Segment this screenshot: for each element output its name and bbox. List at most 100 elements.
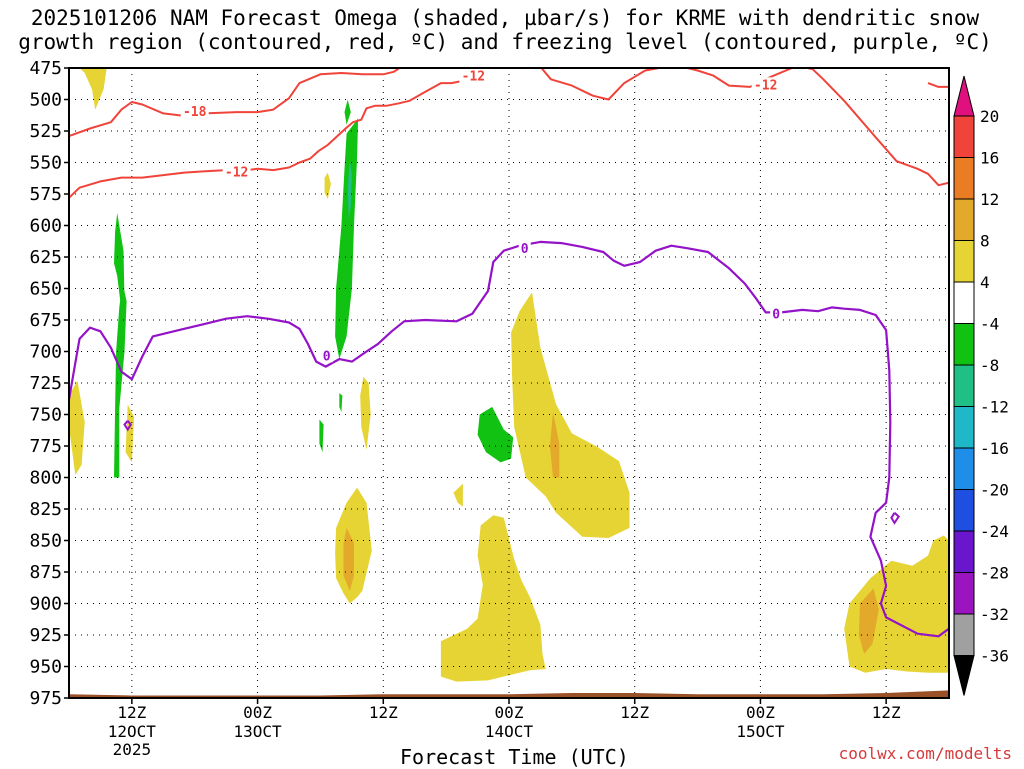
colorbar-segment bbox=[953, 447, 975, 490]
chart-title-line-1: 2025101206 NAM Forecast Omega (shaded, µ… bbox=[30, 6, 980, 30]
y-tick-label: 825 bbox=[29, 499, 62, 520]
omega-region bbox=[347, 160, 352, 220]
colorbar-label: -32 bbox=[980, 605, 1009, 624]
x-tick-label: 12Z bbox=[117, 703, 146, 722]
colorbar-segment bbox=[953, 613, 975, 656]
x-tick-date: 13OCT bbox=[233, 722, 282, 741]
x-tick-label: 00Z bbox=[243, 703, 272, 722]
chart-title: 2025101206 NAM Forecast Omega (shaded, µ… bbox=[0, 6, 1010, 54]
colorbar-label: 4 bbox=[980, 273, 990, 292]
colorbar-label: 20 bbox=[980, 107, 999, 126]
contour-label-bg bbox=[222, 164, 251, 179]
colorbar-segment bbox=[953, 240, 975, 283]
colorbar-label: -12 bbox=[980, 398, 1009, 417]
x-tick-label: 00Z bbox=[495, 703, 524, 722]
colorbar-segment bbox=[953, 157, 975, 200]
omega-region bbox=[511, 292, 630, 538]
omega-region bbox=[125, 404, 134, 463]
y-tick-label: 850 bbox=[29, 531, 62, 552]
contour-label: -12 bbox=[462, 70, 485, 85]
contour-labels: -18 -12 -12 -12 0 0 0 bbox=[180, 68, 783, 364]
y-tick-label: 650 bbox=[29, 279, 62, 300]
omega-region bbox=[549, 412, 560, 478]
contour-label-bg bbox=[459, 68, 488, 83]
colorbar-bottom-arrow bbox=[953, 655, 975, 696]
contour-label-bg bbox=[751, 77, 780, 92]
y-tick-label: 925 bbox=[29, 625, 62, 646]
y-tick-label: 625 bbox=[29, 247, 62, 268]
omega-shading bbox=[69, 68, 949, 682]
dgz-contour-line bbox=[927, 82, 949, 88]
x-tick-date: 15OCT bbox=[736, 722, 785, 741]
freezing-level-blip bbox=[123, 420, 133, 432]
colorbar-label: -8 bbox=[980, 356, 999, 375]
x-tick-label: 00Z bbox=[746, 703, 775, 722]
contour-label: -18 bbox=[183, 105, 207, 120]
contour-label: -12 bbox=[225, 165, 248, 180]
omega-region bbox=[339, 393, 343, 412]
y-tick-label: 750 bbox=[29, 405, 62, 426]
surface-band bbox=[69, 690, 949, 698]
colorbar-label: 8 bbox=[980, 232, 990, 251]
omega-region bbox=[477, 406, 514, 463]
colorbar: 20 16 12 8 4 -4 -8 -12 -16 -20 -24 -28 -32 -36 bbox=[953, 75, 1009, 696]
omega-region bbox=[844, 535, 949, 673]
y-tick-label: 475 bbox=[29, 58, 62, 79]
omega-region bbox=[360, 376, 371, 450]
y-tick-label: 700 bbox=[29, 342, 62, 363]
y-tick-label: 950 bbox=[29, 657, 62, 678]
colorbar-label: -24 bbox=[980, 522, 1009, 541]
contour-label: -12 bbox=[754, 78, 777, 93]
x-axis-title: Forecast Time (UTC) bbox=[400, 745, 629, 769]
omega-region bbox=[858, 588, 879, 654]
x-tick-date: 14OCT bbox=[485, 722, 534, 741]
omega-region bbox=[344, 99, 351, 125]
omega-region bbox=[335, 118, 359, 360]
omega-region bbox=[79, 68, 107, 110]
y-tick-label: 900 bbox=[29, 594, 62, 615]
colorbar-label: -4 bbox=[980, 315, 999, 334]
y-tick-label: 500 bbox=[29, 90, 62, 111]
x-tick-label: 12Z bbox=[369, 703, 398, 722]
colorbar-segment bbox=[953, 572, 975, 615]
omega-region bbox=[69, 380, 85, 475]
y-tick-label: 600 bbox=[29, 216, 62, 237]
x-tick-year: 2025 bbox=[113, 740, 152, 759]
colorbar-label: -20 bbox=[980, 481, 1009, 500]
y-tick-label: 550 bbox=[29, 153, 62, 174]
contour-label-bg bbox=[320, 348, 333, 363]
contour-label: 0 bbox=[521, 242, 529, 257]
omega-region bbox=[114, 282, 127, 478]
omega-region bbox=[440, 515, 546, 682]
contour-label: 0 bbox=[323, 349, 331, 364]
credit-link[interactable]: coolwx.com/modelts bbox=[838, 744, 1012, 763]
colorbar-segment bbox=[953, 323, 975, 366]
omega-region bbox=[114, 212, 125, 327]
colorbar-label: -36 bbox=[980, 647, 1009, 666]
freezing-level-blip bbox=[890, 512, 901, 525]
colorbar-label: -16 bbox=[980, 439, 1009, 458]
y-tick-label: 525 bbox=[29, 121, 62, 142]
y-axis: 475 500 525 550 575 600 625 650 675 700 725 750 775 8… bbox=[29, 58, 69, 709]
y-tick-label: 675 bbox=[29, 310, 62, 331]
chart-title-line-2: growth region (contoured, red, ºC) and f… bbox=[18, 30, 992, 54]
y-tick-label: 800 bbox=[29, 468, 62, 489]
colorbar-segment bbox=[953, 115, 975, 158]
colorbar-top-arrow bbox=[953, 75, 975, 117]
contour-label: 0 bbox=[772, 308, 780, 323]
colorbar-segment bbox=[953, 530, 975, 573]
omega-region bbox=[343, 527, 354, 591]
contour-label-bg bbox=[518, 241, 531, 256]
colorbar-segment bbox=[953, 364, 975, 407]
omega-region bbox=[319, 419, 324, 453]
colorbar-segment bbox=[953, 406, 975, 449]
x-tick-label: 12Z bbox=[872, 703, 901, 722]
colorbar-segment bbox=[953, 198, 975, 241]
y-tick-label: 725 bbox=[29, 373, 62, 394]
y-tick-label: 975 bbox=[29, 688, 62, 709]
x-tick-date: 12OCT bbox=[108, 722, 157, 741]
colorbar-label: 12 bbox=[980, 190, 999, 209]
y-tick-label: 875 bbox=[29, 562, 62, 583]
